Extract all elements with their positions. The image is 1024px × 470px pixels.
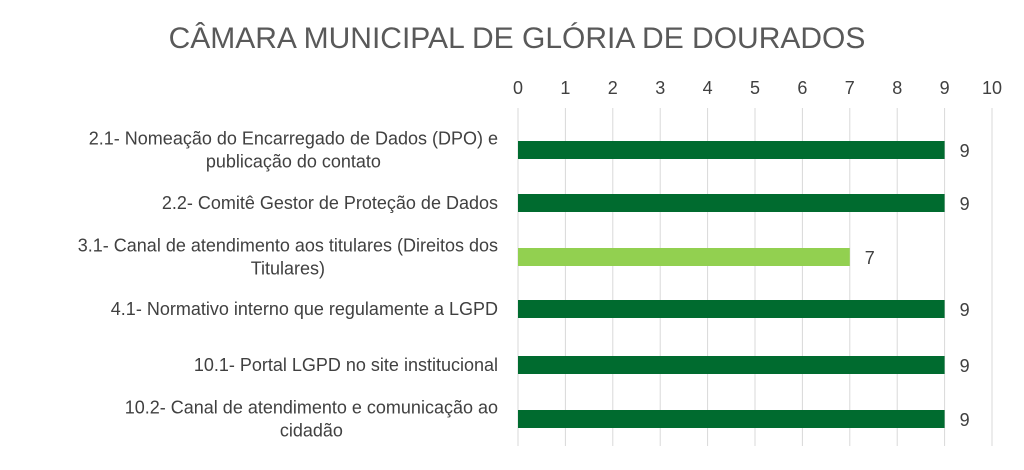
x-tick-label: 6 xyxy=(797,78,807,98)
x-tick-label: 3 xyxy=(655,78,665,98)
category-label: 2.1- Nomeação do Encarregado de Dados (D… xyxy=(89,129,498,172)
data-label: 7 xyxy=(865,248,875,268)
category-label-line: 2.2- Comitê Gestor de Proteção de Dados xyxy=(162,193,498,213)
category-label-line: Titulares) xyxy=(251,259,325,279)
category-label: 4.1- Normativo interno que regulamente a… xyxy=(111,299,498,319)
x-tick-label: 5 xyxy=(750,78,760,98)
data-label: 9 xyxy=(960,410,970,430)
bars xyxy=(518,141,945,428)
category-label-line: 3.1- Canal de atendimento aos titulares … xyxy=(78,236,498,256)
x-axis-ticks: 0 1 2 3 4 5 6 7 8 9 10 xyxy=(513,78,1002,98)
x-tick-label: 9 xyxy=(940,78,950,98)
bar xyxy=(518,356,945,374)
category-label-line: 10.2- Canal de atendimento e comunicação… xyxy=(125,398,498,418)
data-label: 9 xyxy=(960,356,970,376)
gridlines xyxy=(517,108,993,446)
category-label-line: 2.1- Nomeação do Encarregado de Dados (D… xyxy=(89,129,498,149)
x-tick-label: 7 xyxy=(845,78,855,98)
x-tick-label: 1 xyxy=(560,78,570,98)
x-tick-label: 10 xyxy=(982,78,1002,98)
data-label: 9 xyxy=(960,194,970,214)
x-tick-label: 0 xyxy=(513,78,523,98)
bar xyxy=(518,194,945,212)
bar xyxy=(518,300,945,318)
chart-title: CÂMARA MUNICIPAL DE GLÓRIA DE DOURADOS xyxy=(169,22,866,55)
data-label: 9 xyxy=(960,300,970,320)
category-label-line: 4.1- Normativo interno que regulamente a… xyxy=(111,299,498,319)
x-tick-label: 2 xyxy=(608,78,618,98)
x-tick-label: 8 xyxy=(892,78,902,98)
bar xyxy=(518,248,850,266)
data-label: 9 xyxy=(960,141,970,161)
category-label-line: 10.1- Portal LGPD no site institucional xyxy=(194,355,498,375)
category-label: 10.1- Portal LGPD no site institucional xyxy=(194,355,498,375)
category-label: 3.1- Canal de atendimento aos titulares … xyxy=(78,236,498,279)
category-label-line: cidadão xyxy=(280,421,343,441)
category-label: 10.2- Canal de atendimento e comunicação… xyxy=(125,398,498,441)
bar xyxy=(518,410,945,428)
category-labels: 2.1- Nomeação do Encarregado de Dados (D… xyxy=(78,129,498,441)
bar xyxy=(518,141,945,159)
category-label-line: publicação do contato xyxy=(206,152,381,172)
data-labels: 9 9 7 9 9 9 xyxy=(865,141,970,430)
x-tick-label: 4 xyxy=(703,78,713,98)
category-label: 2.2- Comitê Gestor de Proteção de Dados xyxy=(162,193,498,213)
